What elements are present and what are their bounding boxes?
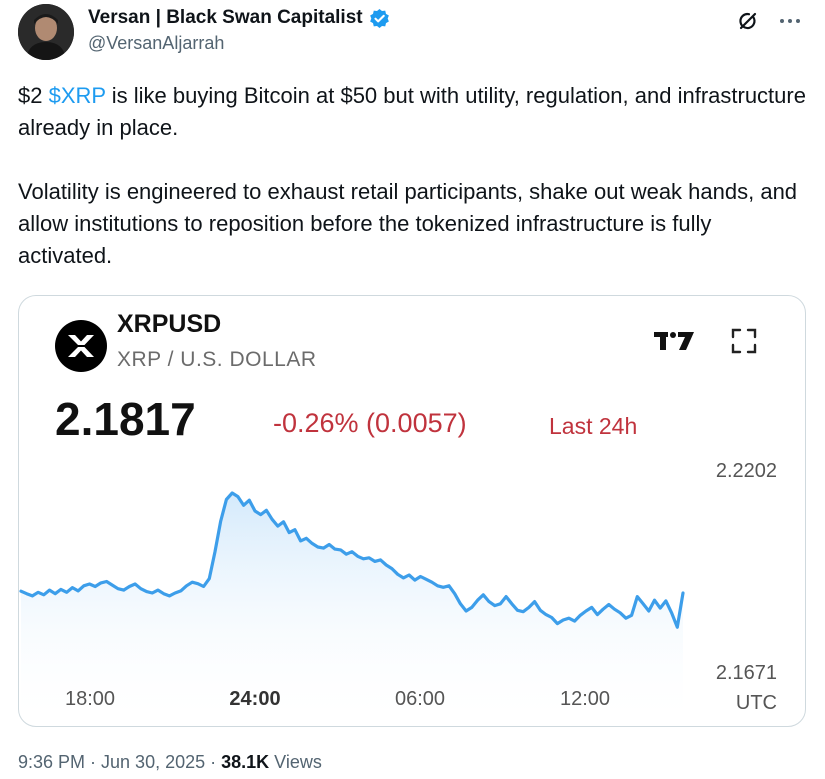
tweet-text-segment: is like buying Bitcoin at $50 but with u… bbox=[18, 83, 806, 140]
xrp-logo-icon bbox=[55, 320, 107, 372]
y-tick-max: 2.2202 bbox=[715, 460, 777, 482]
fullscreen-icon[interactable] bbox=[731, 328, 757, 359]
x-axis-unit: UTC bbox=[735, 692, 777, 714]
symbol-title: XRPUSD bbox=[117, 310, 222, 338]
verified-badge-icon bbox=[369, 8, 390, 29]
tweet-text: $2 $XRP is like buying Bitcoin at $50 bu… bbox=[18, 80, 808, 272]
author-name[interactable]: Versan | Black Swan Capitalist bbox=[88, 7, 363, 28]
views-label: Views bbox=[269, 752, 322, 772]
views-count: 38.1K bbox=[221, 752, 270, 772]
tweet-text-segment: $2 bbox=[18, 83, 49, 108]
price-change: -0.26% (0.0057) bbox=[273, 408, 467, 438]
grok-icon[interactable] bbox=[735, 8, 761, 34]
chart-line-series bbox=[19, 491, 685, 629]
tweet-timestamp[interactable]: 9:36 PM · Jun 30, 2025 · bbox=[18, 752, 222, 772]
x-tick-label: 12:00 bbox=[559, 688, 611, 710]
author-handle[interactable]: @VersanAljarrah bbox=[88, 33, 225, 53]
pair-subtitle: XRP / U.S. DOLLAR bbox=[117, 348, 317, 371]
avatar[interactable] bbox=[18, 4, 74, 60]
chart-area-fill bbox=[21, 493, 683, 726]
x-tick-label: 24:00 bbox=[229, 688, 281, 710]
y-tick-min: 2.1671 bbox=[715, 662, 777, 684]
author-name-row: Versan | Black Swan Capitalist bbox=[88, 7, 390, 29]
cashtag-link[interactable]: $XRP bbox=[48, 83, 106, 108]
more-icon[interactable] bbox=[777, 8, 803, 34]
x-tick-label: 06:00 bbox=[394, 688, 446, 710]
price-chart[interactable] bbox=[19, 296, 806, 727]
tweet-actions-top bbox=[735, 8, 803, 34]
x-tick-label: 18:00 bbox=[64, 688, 116, 710]
author-block: Versan | Black Swan Capitalist @VersanAl… bbox=[88, 7, 390, 54]
chart-card[interactable]: XRPUSD XRP / U.S. DOLLAR 2.1817 -0.26% (… bbox=[18, 295, 806, 727]
tweet-paragraph-1: $2 $XRP is like buying Bitcoin at $50 bu… bbox=[18, 80, 808, 144]
change-period: Last 24h bbox=[549, 413, 638, 439]
tradingview-logo-icon[interactable] bbox=[654, 330, 696, 357]
tweet-paragraph-2: Volatility is engineered to exhaust reta… bbox=[18, 179, 798, 268]
tweet-meta: 9:36 PM · Jun 30, 2025 · 38.1K Views bbox=[18, 752, 322, 773]
current-price: 2.1817 bbox=[55, 393, 196, 445]
